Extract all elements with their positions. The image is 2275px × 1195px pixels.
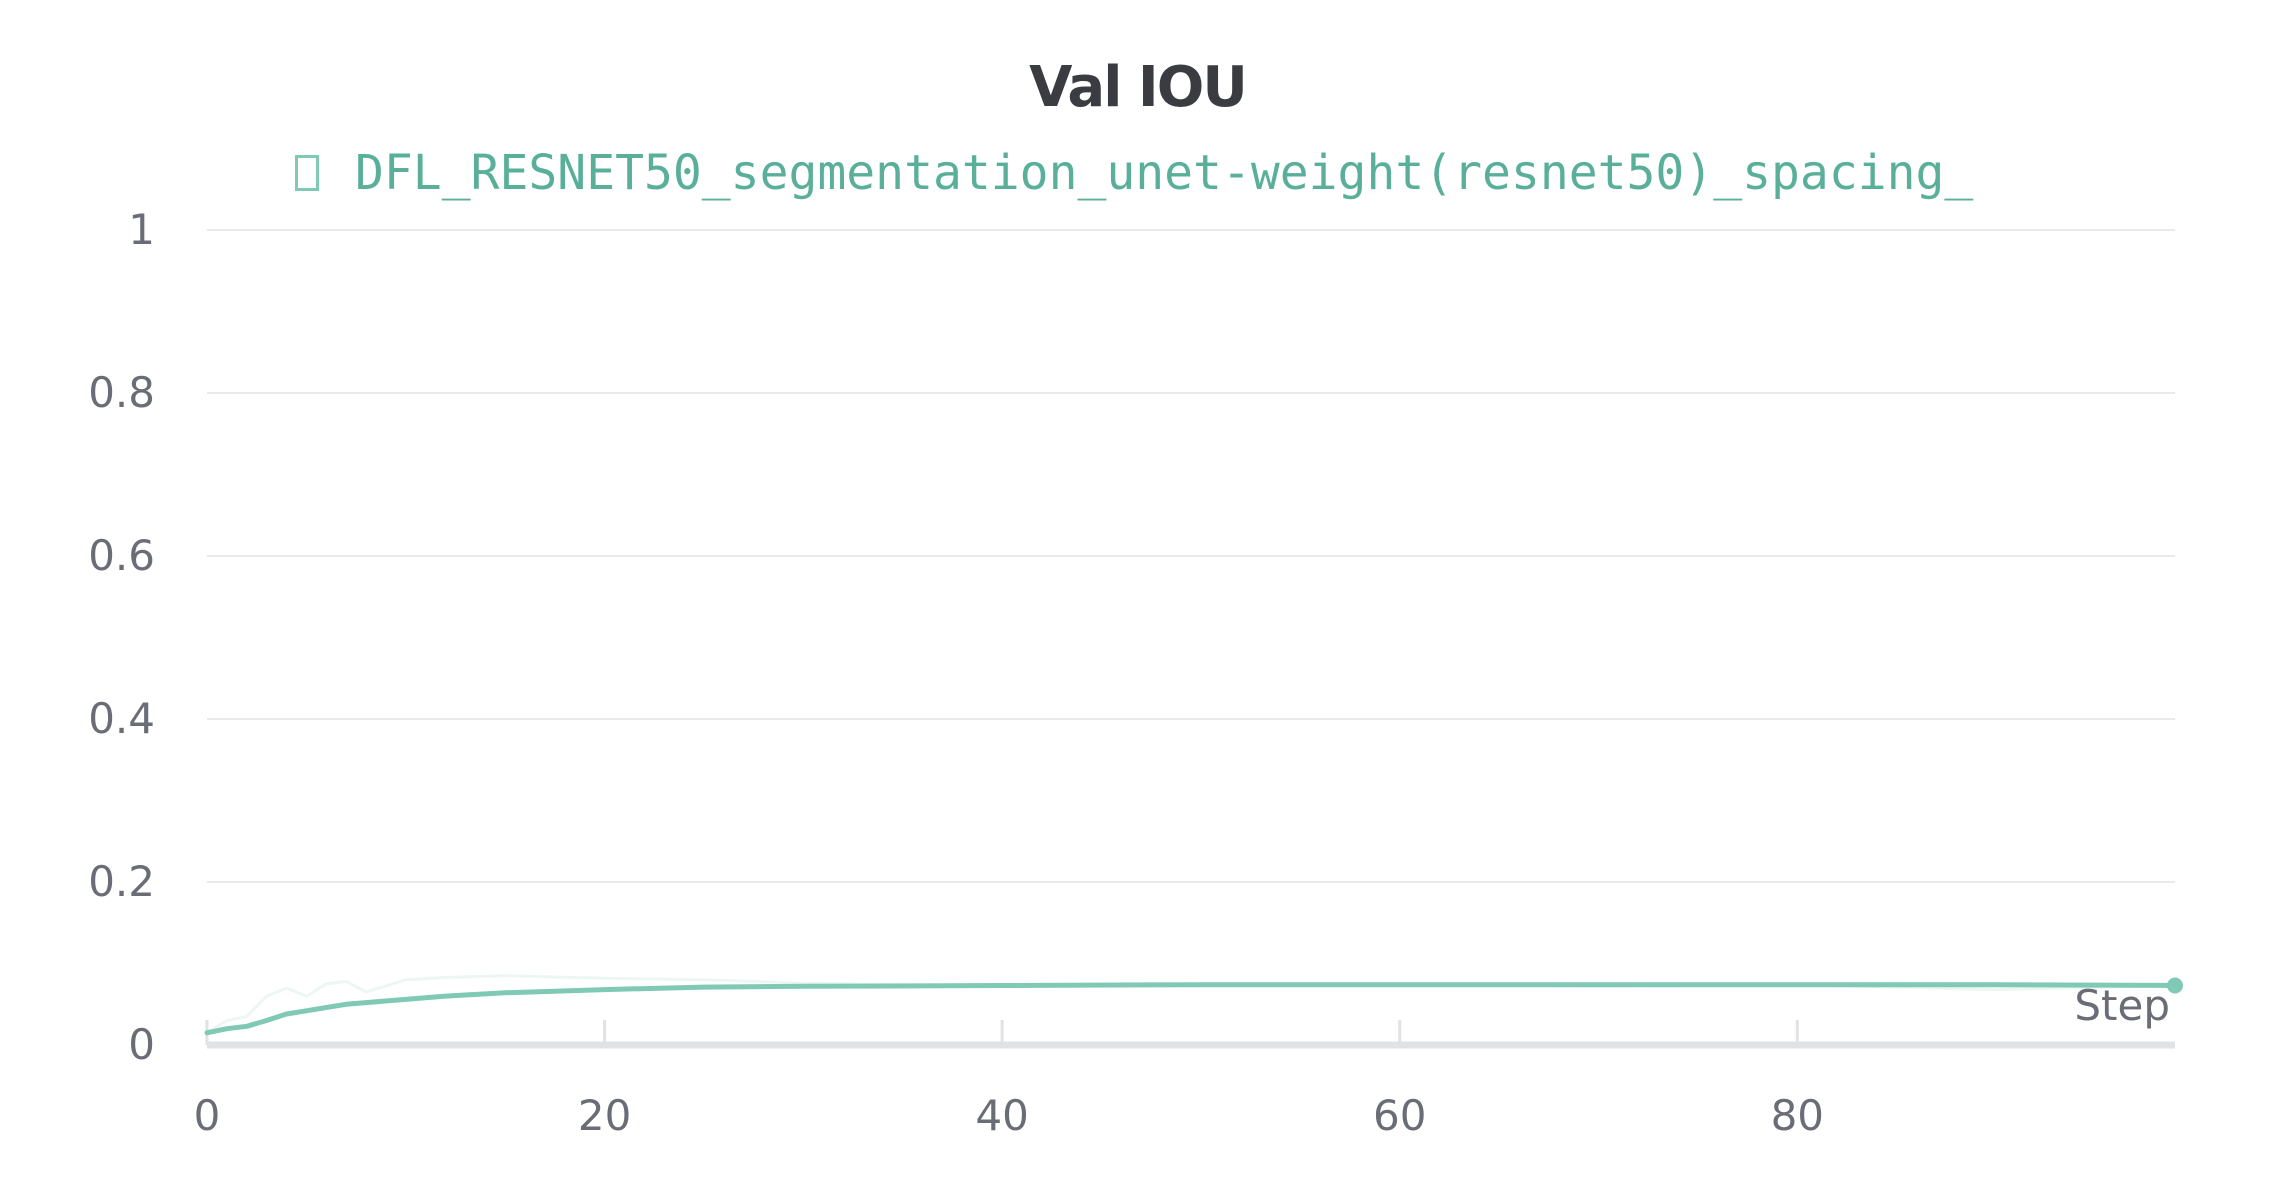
- y-tick-label: 1: [128, 205, 155, 254]
- series-line: [204, 982, 2178, 1036]
- y-tick-label: 0.8: [88, 368, 155, 417]
- x-tick-label: 20: [578, 1091, 631, 1140]
- x-tick-label: 0: [194, 1091, 221, 1140]
- x-tick-label: 40: [975, 1091, 1028, 1140]
- legend[interactable]: DFL_RESNET50_segmentation_unet-weight(re…: [295, 138, 1973, 208]
- chart-title: Val IOU: [1029, 55, 1248, 120]
- legend-swatch-icon: [295, 155, 319, 191]
- x-tick-label: 60: [1373, 1091, 1426, 1140]
- y-tick-label: 0: [128, 1020, 155, 1069]
- series-end-point: [2167, 977, 2183, 994]
- y-tick-label: 0.2: [88, 857, 155, 906]
- x-axis-ticks: 0 20 40 60 80: [194, 1020, 1824, 1140]
- y-axis: 0 0.2 0.4 0.6 0.8 1: [88, 205, 155, 1069]
- legend-series-label[interactable]: DFL_RESNET50_segmentation_unet-weight(re…: [355, 145, 1974, 201]
- x-axis-title: Step: [2074, 981, 2170, 1030]
- y-tick-label: 0.4: [88, 694, 155, 743]
- x-tick-label: 80: [1771, 1091, 1824, 1140]
- y-tick-label: 0.6: [88, 531, 155, 580]
- plot-area[interactable]: [204, 974, 2183, 1036]
- gridlines: [207, 229, 2175, 883]
